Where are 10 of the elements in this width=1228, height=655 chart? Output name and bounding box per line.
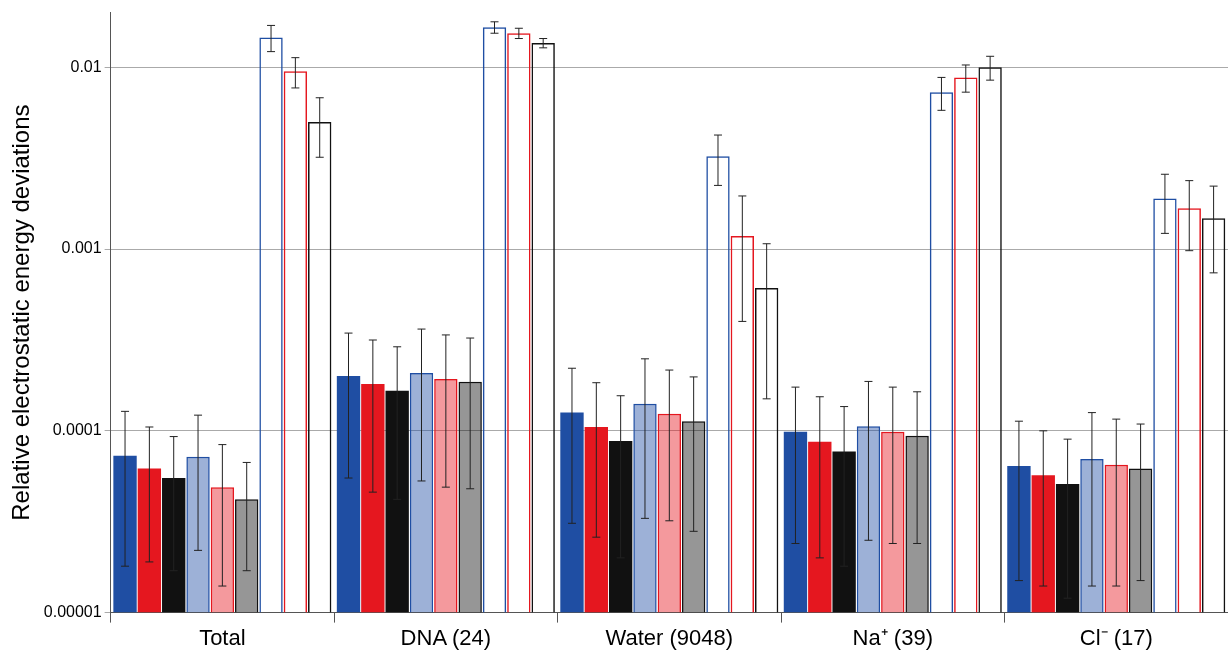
x-tick-label: Water (9048) [605,624,734,650]
y-tick-label: 0.001 [61,239,102,257]
x-tick-label: Na⁺ (39) [852,624,933,650]
x-tick-label: Total [199,624,246,650]
x-tick-label: Cl⁻ (17) [1079,624,1153,650]
y-tick-label: 0.01 [70,57,102,75]
x-tick-label: DNA (24) [400,624,492,650]
y-tick-label: 0.0001 [52,421,102,439]
y-axis-title: Relative electrostatic energy deviations [7,104,35,521]
y-tick-label: 0.00001 [43,603,102,621]
